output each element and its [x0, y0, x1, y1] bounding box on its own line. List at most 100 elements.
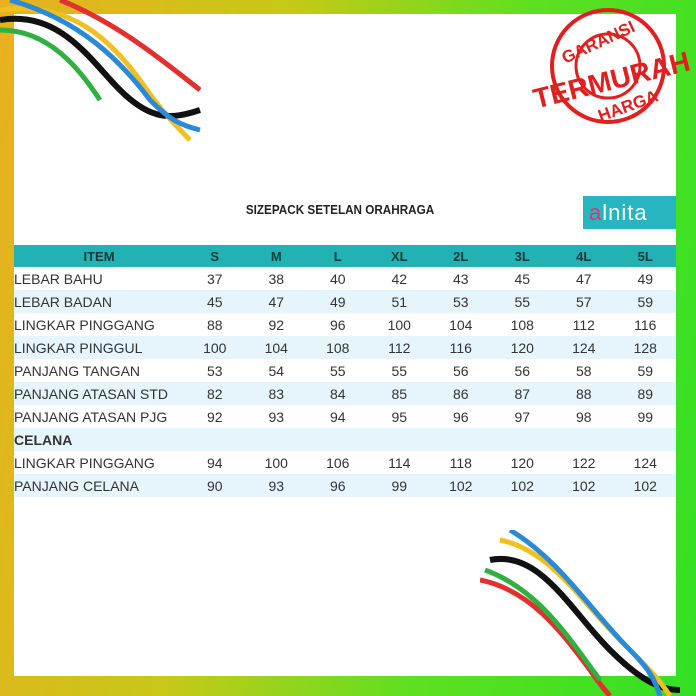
- table-cell: 53: [430, 290, 492, 313]
- table-cell: 55: [329, 362, 346, 379]
- column-header: 2L: [430, 245, 492, 267]
- table-row: PANJANG TANGAN 53 54 55 55 56 56 58 59: [14, 359, 676, 382]
- table-cell: 94: [329, 408, 346, 425]
- table-cell: 47: [245, 290, 307, 313]
- table-cell: 95: [391, 408, 408, 425]
- table-cell: 51: [368, 290, 430, 313]
- table-cell: 99: [637, 408, 654, 425]
- table-cell: 102: [614, 474, 676, 497]
- table-cell: 89: [614, 382, 676, 405]
- table-cell: 84: [307, 382, 369, 405]
- row-label: PANJANG CELANA: [14, 474, 184, 497]
- table-cell: 96: [452, 408, 469, 425]
- brand-logo: alnita: [583, 196, 676, 229]
- table-cell: 59: [637, 362, 654, 379]
- row-label: LEBAR BADAN: [14, 290, 184, 313]
- table-cell: 100: [184, 336, 246, 359]
- column-header: XL: [368, 245, 430, 267]
- table-cell: 118: [449, 454, 472, 471]
- table-cell: 96: [307, 474, 369, 497]
- table-cell: 56: [514, 362, 531, 379]
- column-header: 5L: [614, 245, 676, 267]
- table-cell: 93: [245, 474, 307, 497]
- table-cell: 59: [614, 290, 676, 313]
- page-title: SIZEPACK SETELAN ORAHRAGA: [245, 202, 435, 217]
- table-row: PANJANG ATASAN STD 82 83 84 85 86 87 88 89: [14, 382, 676, 405]
- row-label: PANJANG TANGAN: [14, 362, 141, 379]
- table-cell: 108: [510, 316, 534, 333]
- table-cell: 40: [329, 270, 346, 287]
- table-cell: 43: [452, 270, 469, 287]
- table-row: PANJANG CELANA 90 93 96 99 102 102 102 102: [14, 474, 676, 497]
- garansi-termurah-stamp: GARANSI TERMURAH HARGA: [530, 8, 693, 126]
- table-row: LINGKAR PINGGANG 88 92 96 100 104 108 112 116: [14, 313, 676, 336]
- table-row: LEBAR BADAN 45 47 49 51 53 55 57 59: [14, 290, 676, 313]
- table-cell: 92: [268, 316, 285, 333]
- table-cell: 124: [633, 454, 657, 471]
- table-cell: 88: [206, 316, 223, 333]
- table-cell: 45: [514, 270, 531, 287]
- table-cell: 37: [206, 270, 223, 287]
- table-cell: 53: [206, 362, 223, 379]
- column-header: L: [307, 245, 369, 267]
- column-header: ITEM: [14, 245, 184, 267]
- table-row: LINGKAR PINGGANG 94 100 106 114 118 120 122 124: [14, 451, 676, 474]
- column-header: S: [184, 245, 246, 267]
- table-row: LINGKAR PINGGUL 100 104 108 112 116 120 124 128: [14, 336, 676, 359]
- table-cell: 112: [572, 316, 595, 333]
- table-cell: 114: [388, 454, 411, 471]
- table-cell: 100: [387, 316, 411, 333]
- table-cell: 56: [452, 362, 469, 379]
- table-cell: 92: [206, 408, 223, 425]
- table-cell: 100: [264, 454, 288, 471]
- table-row: LEBAR BAHU 37 38 40 42 43 45 47 49: [14, 267, 676, 290]
- table-row: PANJANG ATASAN PJG 92 93 94 95 96 97 98 99: [14, 405, 676, 428]
- table-cell: 57: [553, 290, 615, 313]
- table-cell: 55: [491, 290, 553, 313]
- row-label: LINGKAR PINGGUL: [14, 336, 184, 359]
- table-cell: 104: [245, 336, 307, 359]
- section-row: CELANA: [14, 428, 676, 451]
- table-cell: 102: [491, 474, 553, 497]
- column-header: M: [245, 245, 307, 267]
- table-cell: 94: [206, 454, 223, 471]
- table-cell: 96: [329, 316, 346, 333]
- table-cell: 128: [614, 336, 676, 359]
- table-cell: 38: [268, 270, 285, 287]
- table-cell: 47: [575, 270, 592, 287]
- table-cell: 85: [368, 382, 430, 405]
- table-cell: 97: [514, 408, 531, 425]
- table-cell: 108: [307, 336, 369, 359]
- table-cell: 90: [184, 474, 246, 497]
- table-cell: 116: [634, 316, 657, 333]
- table-cell: 104: [449, 316, 473, 333]
- row-label: LINGKAR PINGGANG: [14, 454, 155, 471]
- table-cell: 42: [391, 270, 408, 287]
- table-cell: 122: [572, 454, 596, 471]
- table-cell: 102: [430, 474, 492, 497]
- table-cell: 49: [307, 290, 369, 313]
- row-label: LINGKAR PINGGANG: [14, 316, 155, 333]
- section-label: CELANA: [14, 428, 676, 451]
- table-cell: 106: [326, 454, 350, 471]
- table-cell: 99: [368, 474, 430, 497]
- table-cell: 86: [430, 382, 492, 405]
- table-cell: 83: [245, 382, 307, 405]
- table-cell: 102: [553, 474, 615, 497]
- column-header: 3L: [491, 245, 553, 267]
- ribbon-decoration-icon: [480, 530, 680, 696]
- table-cell: 116: [430, 336, 492, 359]
- table-cell: 58: [575, 362, 592, 379]
- table-cell: 49: [637, 270, 654, 287]
- row-label: LEBAR BAHU: [14, 270, 103, 287]
- size-chart-table: ITEM S M L XL 2L 3L 4L 5L LEBAR BAHU 37 38 40 42 43 45…: [14, 245, 676, 497]
- table-cell: 55: [391, 362, 408, 379]
- ribbon-decoration-icon: [0, 0, 202, 142]
- row-label: PANJANG ATASAN STD: [14, 382, 184, 405]
- table-cell: 87: [491, 382, 553, 405]
- table-cell: 82: [184, 382, 246, 405]
- column-header: 4L: [553, 245, 615, 267]
- table-cell: 88: [553, 382, 615, 405]
- table-cell: 54: [268, 362, 285, 379]
- table-cell: 120: [510, 454, 534, 471]
